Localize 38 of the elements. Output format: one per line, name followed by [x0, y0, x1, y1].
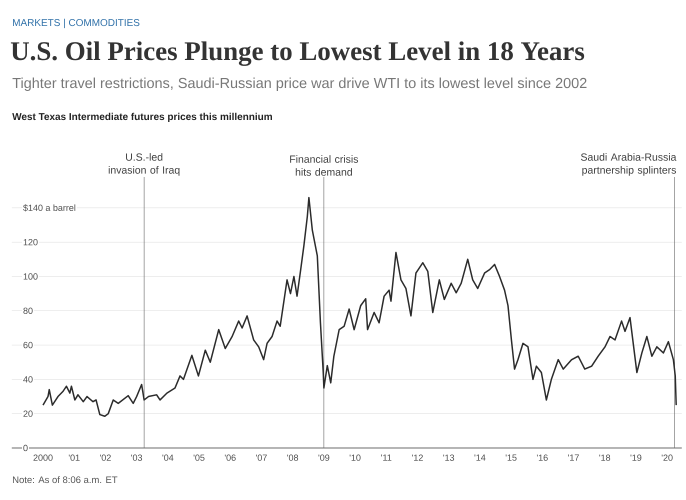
x-tick-label: '05: [194, 454, 205, 461]
ref-line-label: Financial crisis hits demand: [290, 155, 358, 176]
y-tick-label: 60: [23, 342, 33, 348]
text: MARKETS | COMMODITIES: [13, 18, 140, 28]
y-tick-label: 40: [23, 376, 33, 383]
y-tick-label: 80: [23, 308, 33, 314]
y-tick-label: $140 a barrel: [23, 204, 76, 212]
text: West Texas Intermediate futures prices this millennium: [12, 112, 272, 122]
x-tick-label: '02: [100, 454, 111, 461]
x-tick-label: '03: [131, 454, 142, 461]
chart-subtitle: Tighter travel restrictions, Saudi-Russian price war drive WTI to its lowest level since 2002: [12, 78, 586, 91]
x-tick-label: '11: [381, 454, 392, 461]
chart-title: U.S. Oil Prices Plunge to Lowest Level in 18 Years: [10, 41, 584, 66]
x-tick-label: '13: [443, 454, 454, 461]
y-tick-label: 120: [24, 238, 38, 246]
x-tick-label: '16: [536, 454, 548, 461]
ref-line-label: Saudi Arabia-Russia partnership splinters: [580, 153, 676, 176]
x-tick-label: '01: [68, 454, 80, 461]
x-tick-label: '04: [162, 454, 174, 461]
x-tick-label: '10: [350, 454, 361, 461]
x-tick-label: '07: [256, 454, 267, 461]
ref-line-label: U.S.-led invasion of Iraq: [108, 153, 180, 176]
y-tick-label: 100: [24, 273, 38, 280]
x-tick-label: '15: [506, 454, 517, 461]
x-tick-label: '09: [318, 454, 330, 461]
y-tick-label: 0: [23, 444, 28, 452]
x-tick-label: '12: [412, 454, 423, 461]
x-tick-label: '17: [568, 454, 579, 461]
x-tick-label: '06: [224, 454, 236, 461]
text: Note: As of 8:06 a.m. ET: [12, 476, 118, 484]
x-tick-label: '14: [474, 454, 486, 461]
x-tick-label: 2000: [33, 454, 53, 461]
line-series: [42, 196, 677, 418]
y-tick-label: 20: [23, 410, 33, 417]
x-tick-label: '19: [630, 454, 642, 461]
x-tick-label: '18: [599, 454, 610, 461]
x-tick-label: '20: [662, 454, 673, 461]
x-tick-label: '08: [287, 454, 298, 461]
